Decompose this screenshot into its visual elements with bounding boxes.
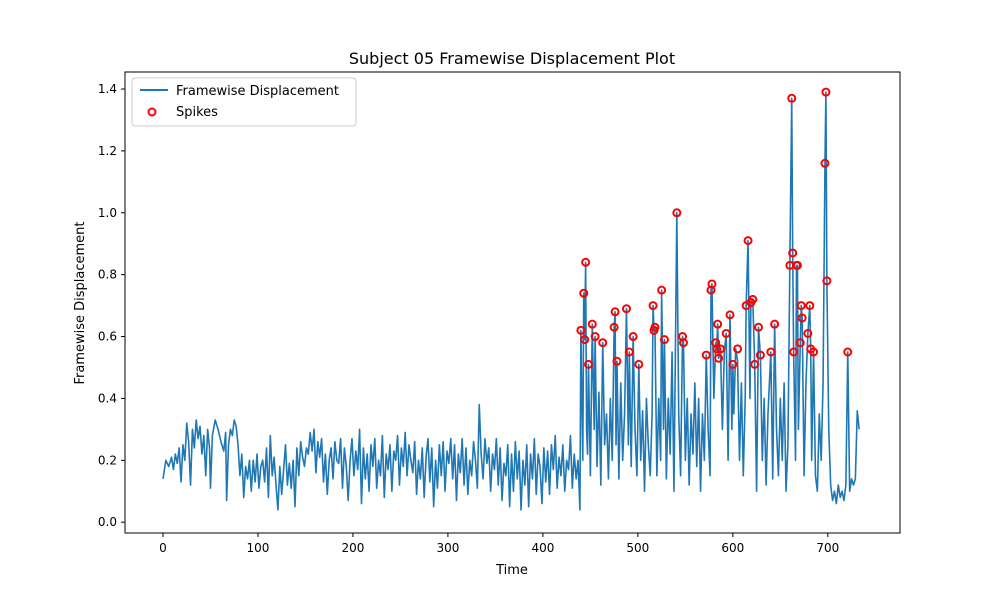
- spike-point: [721, 328, 731, 338]
- axes-frame: [124, 71, 901, 534]
- spike-point: [678, 338, 688, 348]
- y-tick-label: 1.2: [98, 144, 117, 158]
- spike-point: [610, 307, 620, 317]
- spike-point: [809, 347, 819, 357]
- legend-spike-swatch: [147, 107, 157, 117]
- spike-point: [753, 322, 763, 332]
- spike-point: [728, 359, 738, 369]
- spike-point: [716, 344, 725, 354]
- spike-point: [789, 347, 799, 357]
- spike-point: [624, 347, 634, 357]
- x-tick-label: 0: [159, 541, 167, 555]
- series-line-framewise-displacement: [162, 91, 860, 511]
- legend-label-fd: Framewise Displacement: [176, 84, 339, 99]
- spike-point: [725, 310, 735, 320]
- x-tick-label: 600: [721, 541, 744, 555]
- spike-point: [587, 319, 597, 329]
- y-tick-label: 0.6: [98, 330, 117, 344]
- spike-point: [820, 158, 830, 168]
- spike-point: [579, 288, 589, 298]
- spike-point: [743, 236, 753, 246]
- y-tick-label: 0.8: [98, 268, 117, 282]
- y-tick-label: 0.4: [98, 391, 117, 405]
- spike-point: [657, 285, 667, 295]
- spike-point: [621, 304, 631, 314]
- y-tick-label: 1.4: [98, 82, 117, 96]
- spike-point: [766, 347, 776, 357]
- spike-point: [797, 313, 807, 323]
- spike-point: [672, 208, 682, 218]
- x-tick-label: 100: [247, 541, 270, 555]
- legend-label-spikes: Spikes: [176, 105, 218, 120]
- spike-point: [796, 301, 806, 311]
- x-tick-label: 300: [436, 541, 459, 555]
- spike-point: [580, 335, 590, 345]
- legend: Framewise Displacement Spikes: [131, 77, 357, 127]
- x-tick-label: 500: [626, 541, 649, 555]
- spike-point: [714, 353, 724, 363]
- spike-point: [821, 87, 831, 97]
- x-tick-label: 700: [816, 541, 839, 555]
- spike-point: [609, 322, 619, 332]
- spike-point: [843, 347, 853, 357]
- spike-point: [707, 279, 717, 289]
- spike-point: [713, 319, 723, 329]
- x-axis-label: Time: [495, 563, 528, 578]
- spike-point: [659, 335, 669, 345]
- spike-point: [598, 338, 608, 348]
- spike-point: [755, 350, 765, 360]
- legend-box: [131, 77, 357, 127]
- chart-title: Subject 05 Framewise Displacement Plot: [349, 49, 675, 68]
- y-tick-label: 1.0: [98, 206, 117, 220]
- spike-point: [750, 359, 760, 369]
- y-axis: 0.0 0.2 0.4 0.6 0.8 1.0 1.2 1.4: [98, 82, 125, 529]
- spike-point: [628, 332, 638, 342]
- spike-point: [795, 338, 805, 348]
- spike-point: [805, 301, 815, 311]
- x-axis: 0 100 200 300 400 500 600 700: [159, 533, 839, 555]
- spike-point: [612, 356, 622, 366]
- spike-point: [648, 301, 658, 311]
- spike-point: [583, 359, 593, 369]
- spike-point: [712, 344, 722, 354]
- x-tick-label: 200: [341, 541, 364, 555]
- spike-point: [788, 248, 798, 258]
- y-tick-label: 0.2: [98, 453, 117, 467]
- spike-point: [650, 322, 660, 332]
- spike-point: [792, 260, 802, 270]
- spike-point: [770, 319, 780, 329]
- spike-point: [701, 350, 711, 360]
- x-tick-label: 400: [531, 541, 554, 555]
- y-axis-label: Framewise Displacement: [73, 221, 88, 384]
- spike-point: [733, 344, 743, 354]
- spike-point: [576, 325, 586, 335]
- spike-point: [748, 294, 758, 304]
- y-tick-label: 0.0: [98, 515, 117, 529]
- spike-point: [590, 332, 600, 342]
- spike-point: [634, 359, 644, 369]
- spike-point: [787, 93, 797, 103]
- spike-point: [803, 328, 813, 338]
- spike-point: [581, 257, 591, 267]
- plot-area: [162, 87, 860, 511]
- spike-point: [822, 276, 832, 286]
